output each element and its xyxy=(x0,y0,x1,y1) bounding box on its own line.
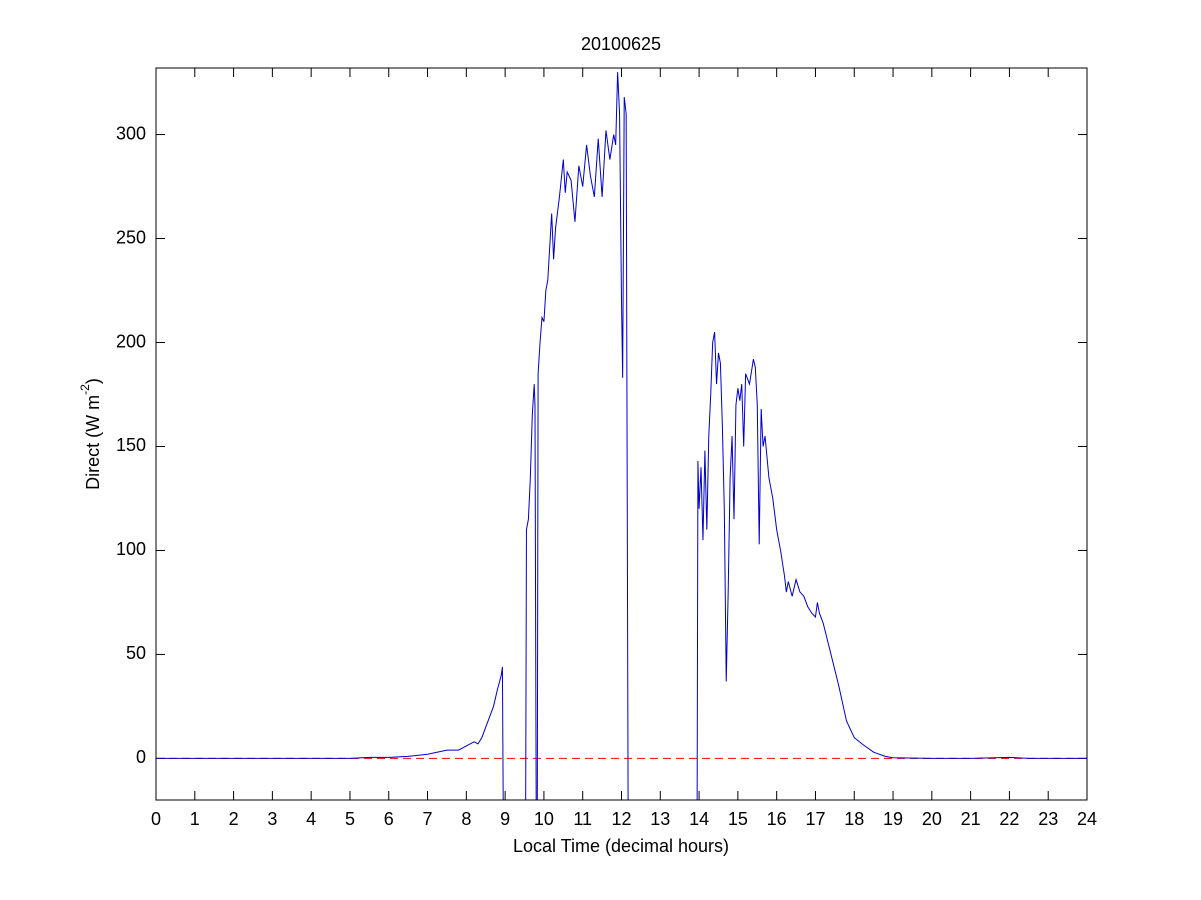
x-axis-label: Local Time (decimal hours) xyxy=(513,836,729,856)
plot-frame xyxy=(155,67,1088,801)
x-tick-label: 13 xyxy=(650,809,670,829)
x-tick-label: 3 xyxy=(267,809,277,829)
y-tick-label: 200 xyxy=(116,331,146,351)
y-tick-label: 50 xyxy=(126,643,146,663)
y-label-superscript: -2 xyxy=(78,384,92,395)
x-tick-label: 10 xyxy=(534,809,554,829)
y-axis-label: Direct (W m-2) xyxy=(78,378,103,490)
x-tick-label: 16 xyxy=(767,809,787,829)
x-tick-label: 7 xyxy=(423,809,433,829)
y-label-text: Direct (W m xyxy=(83,395,103,490)
x-tick-label: 20 xyxy=(922,809,942,829)
x-tick-label: 8 xyxy=(461,809,471,829)
x-tick-label: 19 xyxy=(883,809,903,829)
x-tick-label: 9 xyxy=(500,809,510,829)
x-tick-label: 11 xyxy=(573,809,592,829)
chart-title: 20100625 xyxy=(581,34,661,54)
x-tick-label: 6 xyxy=(384,809,394,829)
y-tick-label: 0 xyxy=(136,747,146,767)
x-tick-label: 21 xyxy=(961,809,981,829)
x-tick-label: 24 xyxy=(1077,809,1097,829)
x-tick-label: 15 xyxy=(728,809,748,829)
x-tick-label: 14 xyxy=(689,809,709,829)
x-tick-label: 5 xyxy=(345,809,355,829)
y-tick-label: 250 xyxy=(116,227,146,247)
x-tick-label: 17 xyxy=(805,809,825,829)
x-tick-label: 23 xyxy=(1038,809,1058,829)
y-tick-label: 300 xyxy=(116,123,146,143)
y-label-suffix: ) xyxy=(83,378,103,384)
x-tick-label: 1 xyxy=(190,809,200,829)
y-tick-label: 100 xyxy=(116,539,146,559)
x-tick-label: 22 xyxy=(999,809,1019,829)
y-tick-label: 150 xyxy=(116,435,146,455)
x-tick-label: 18 xyxy=(844,809,864,829)
data-line xyxy=(156,72,1087,800)
x-tick-label: 12 xyxy=(611,809,631,829)
x-tick-label: 2 xyxy=(229,809,239,829)
x-tick-label: 0 xyxy=(151,809,161,829)
x-tick-label: 4 xyxy=(306,809,316,829)
